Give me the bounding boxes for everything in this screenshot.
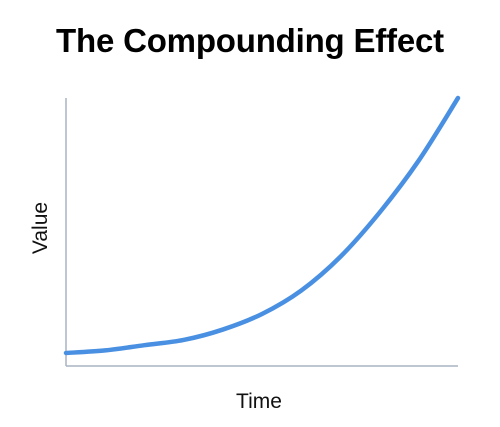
x-axis-label: Time — [236, 390, 282, 413]
data-point-0 — [64, 351, 68, 355]
data-point-1 — [103, 348, 107, 352]
data-point-4 — [221, 328, 225, 332]
chart-title: The Compounding Effect — [56, 22, 444, 59]
data-point-5 — [260, 312, 264, 316]
series-line — [63, 95, 461, 356]
data-point-9 — [417, 158, 421, 162]
data-point-8 — [378, 210, 382, 214]
data-point-7 — [338, 255, 342, 259]
data-point-2 — [142, 343, 146, 347]
data-point-10 — [456, 96, 460, 100]
data-point-3 — [182, 338, 186, 342]
data-point-6 — [299, 289, 303, 293]
y-axis-label: Value — [29, 202, 52, 254]
